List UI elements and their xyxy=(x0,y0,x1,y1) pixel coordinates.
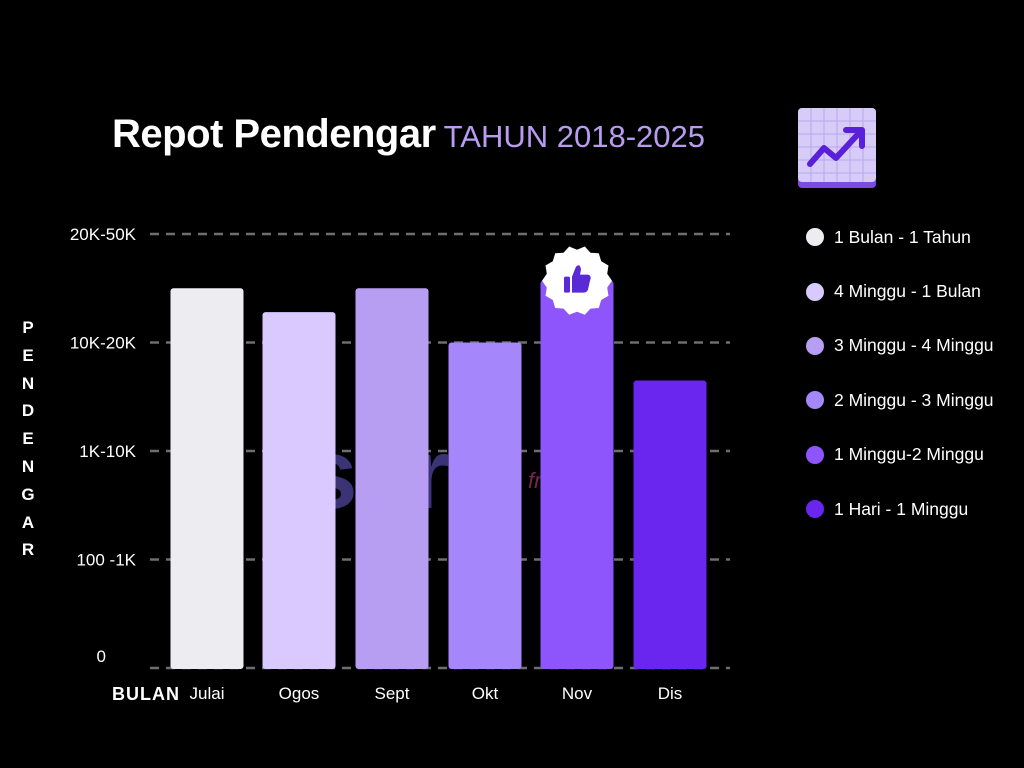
chart-legend: 1 Bulan - 1 Tahun 4 Minggu - 1 Bulan 3 Min… xyxy=(806,210,994,536)
x-tick-label: Dis xyxy=(658,684,683,703)
bar-sept xyxy=(355,288,429,669)
legend-label: 3 Minggu - 4 Minggu xyxy=(834,335,994,356)
y-tick-label: 100 -1K xyxy=(76,551,136,570)
x-tick-label: Ogos xyxy=(279,684,320,703)
bar-dis xyxy=(633,380,707,669)
legend-item: 2 Minggu - 3 Minggu xyxy=(806,373,994,427)
chart-title: Repot Pendengar TAHUN 2018-2025 xyxy=(112,112,705,157)
bar-julai xyxy=(170,288,244,669)
x-tick-label: Nov xyxy=(562,684,593,703)
legend-item: 1 Minggu-2 Minggu xyxy=(806,428,994,482)
legend-item: 4 Minggu - 1 Bulan xyxy=(806,264,994,318)
chart-title-sub: TAHUN 2018-2025 xyxy=(443,119,705,154)
bar-ogos xyxy=(262,312,336,669)
y-tick-label: 10K-20K xyxy=(70,334,137,353)
y-axis-label-letter: G xyxy=(21,484,35,504)
legend-swatch xyxy=(806,336,824,355)
bar-nov xyxy=(540,280,614,669)
x-tick-label: Okt xyxy=(472,684,499,703)
legend-label: 1 Hari - 1 Minggu xyxy=(834,498,969,519)
trending-up-chart-icon xyxy=(798,108,876,188)
y-axis-label-letter: E xyxy=(22,345,34,365)
y-axis-label-letter: R xyxy=(21,540,35,560)
legend-swatch xyxy=(806,282,824,301)
x-axis-label: BULAN xyxy=(112,684,180,704)
thumbs-up-icon xyxy=(542,246,612,315)
legend-label: 1 Minggu-2 Minggu xyxy=(834,444,984,465)
legend-item: 1 Bulan - 1 Tahun xyxy=(806,210,994,264)
y-axis-label-letter: E xyxy=(22,429,34,449)
legend-label: 1 Bulan - 1 Tahun xyxy=(834,226,971,247)
x-tick-label: Julai xyxy=(190,684,225,703)
y-axis-label-letter: N xyxy=(21,373,35,393)
legend-item: 3 Minggu - 4 Minggu xyxy=(806,319,994,373)
x-tick-label: Sept xyxy=(375,684,410,703)
legend-label: 2 Minggu - 3 Minggu xyxy=(834,389,994,410)
legend-swatch xyxy=(806,391,824,410)
y-axis-label-letter: P xyxy=(22,318,34,337)
y-axis-label-letter: D xyxy=(21,401,35,421)
legend-item: 1 Hari - 1 Minggu xyxy=(806,482,994,536)
y-axis-label-letter: A xyxy=(21,512,35,532)
legend-swatch xyxy=(806,445,824,464)
bar-okt xyxy=(448,342,522,669)
y-tick-label: 1K-10K xyxy=(79,442,136,461)
y-tick-label: 0 xyxy=(97,647,106,666)
legend-label: 4 Minggu - 1 Bulan xyxy=(834,281,981,302)
chart-title-main: Repot Pendengar xyxy=(112,112,436,156)
legend-swatch xyxy=(806,228,824,247)
legend-swatch xyxy=(806,500,824,519)
y-tick-label: 20K-50K xyxy=(70,225,137,244)
y-axis-label-letter: N xyxy=(21,456,35,476)
